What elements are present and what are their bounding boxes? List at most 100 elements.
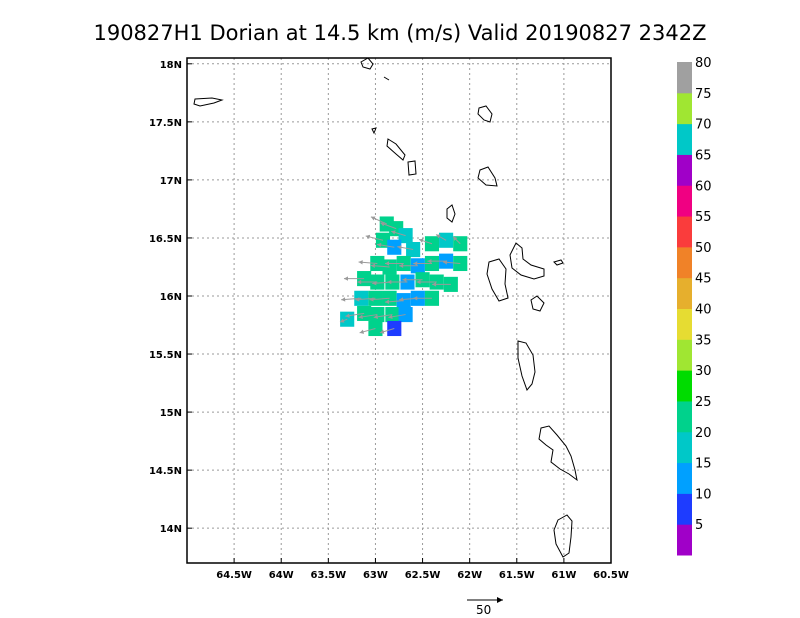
colorbar-segment xyxy=(677,123,692,155)
reference-arrowhead xyxy=(497,597,503,603)
wind-vector-head xyxy=(343,276,348,281)
colorbar-label: 25 xyxy=(695,395,712,410)
wind-vector-head xyxy=(399,263,404,269)
colorbar-label: 60 xyxy=(695,179,712,194)
wind-vector-head xyxy=(413,296,418,301)
coastline-island xyxy=(383,76,390,81)
wind-vector-head xyxy=(359,329,365,334)
coastline-island xyxy=(477,166,498,187)
wind-vector-head xyxy=(442,260,448,265)
wind-vector-head xyxy=(358,314,363,320)
colorbar-segment xyxy=(677,493,692,525)
colorbar-label: 40 xyxy=(695,303,712,318)
y-tick-label: 16N xyxy=(160,292,182,303)
wind-vector-head xyxy=(355,297,360,302)
coastline-island xyxy=(509,242,545,280)
colorbar-label: 80 xyxy=(695,56,712,71)
y-tick-label: 18N xyxy=(160,60,182,71)
wind-vector-head xyxy=(427,258,432,264)
wind-vector-head xyxy=(380,222,385,227)
heatmap-cell xyxy=(398,228,413,244)
wind-vector-head xyxy=(419,238,424,243)
wind-vector-head xyxy=(388,314,393,319)
wind-vector-head xyxy=(341,297,346,302)
colorbar: 5 10 15 20 25 30 35 40 45 50 55 60 65 70 75 80 xyxy=(677,56,712,556)
y-tick-label: 14.5N xyxy=(149,466,182,477)
wind-vector-head xyxy=(391,230,396,235)
wind-vector-head xyxy=(369,297,374,302)
wind-vector-head xyxy=(358,260,363,265)
wind-vector-head xyxy=(384,299,390,304)
coastline-island xyxy=(530,295,545,312)
x-tick-label: 62.5W xyxy=(405,570,441,581)
wind-vector-head xyxy=(387,279,392,285)
y-tick-label: 17.5N xyxy=(149,118,182,129)
x-tick-label: 64.5W xyxy=(216,570,252,581)
colorbar-segment xyxy=(677,62,692,94)
y-tick-label: 15N xyxy=(160,408,182,419)
wind-vector-head xyxy=(453,236,458,241)
colorbar-label: 65 xyxy=(695,148,712,163)
wind-vector-head xyxy=(370,216,376,221)
wind-vector-head xyxy=(416,279,421,285)
coastline-island xyxy=(386,138,406,161)
coastline-island xyxy=(553,259,564,266)
wind-vector-head xyxy=(377,242,382,248)
wind-vector-head xyxy=(357,279,362,285)
wind-vector-head xyxy=(370,263,376,269)
colorbar-label: 35 xyxy=(695,333,712,348)
plot-frame xyxy=(186,57,612,564)
x-tick-label: 63.5W xyxy=(310,570,346,581)
y-tick-label: 14N xyxy=(160,524,182,535)
x-tick-label: 61.5W xyxy=(499,570,535,581)
y-tick-label: 16.5N xyxy=(149,234,182,245)
coastline-island xyxy=(446,204,456,223)
colorbar-segment xyxy=(677,431,692,464)
wind-vector-head xyxy=(384,261,389,266)
colorbar-label: 50 xyxy=(695,241,712,256)
colorbar-label: 15 xyxy=(695,457,712,472)
colorbar-segment xyxy=(677,462,692,494)
y-tick-label: 17N xyxy=(160,176,182,187)
colorbar-segment xyxy=(677,339,692,371)
colorbar-segment xyxy=(677,370,692,402)
wind-vector-head xyxy=(399,297,404,302)
wind-vector-head xyxy=(402,277,407,282)
chart-title: 190827H1 Dorian at 14.5 km (m/s) Valid 2… xyxy=(93,21,706,45)
colorbar-segment xyxy=(677,246,692,279)
x-tick-label: 62W xyxy=(457,570,482,581)
coastline-island xyxy=(538,425,578,482)
colorbar-segment xyxy=(677,185,692,217)
coastline-island xyxy=(477,105,493,123)
reference-vector-label: 50 xyxy=(476,603,491,617)
wind-vector-head xyxy=(413,261,418,266)
wind-vectors xyxy=(339,216,461,334)
reference-vector: 50 xyxy=(467,597,503,617)
wind-vector-head xyxy=(436,234,441,239)
wind-vector-head xyxy=(372,281,377,286)
colorbar-label: 10 xyxy=(695,487,712,502)
x-tick-label: 63W xyxy=(363,570,388,581)
colorbar-segment xyxy=(677,277,692,309)
x-tick-label: 60.5W xyxy=(593,570,629,581)
heatmap-cell xyxy=(398,307,413,323)
colorbar-label: 70 xyxy=(695,118,712,133)
coastline-island xyxy=(371,127,377,135)
wind-vector-head xyxy=(365,234,371,240)
coastline-island xyxy=(553,514,573,558)
colorbar-segment xyxy=(677,400,692,433)
heatmap-cell xyxy=(406,242,421,258)
colorbar-label: 5 xyxy=(695,518,703,533)
colorbar-segment xyxy=(677,524,692,556)
wind-vector-head xyxy=(397,245,402,250)
colorbar-segment xyxy=(677,154,692,186)
x-axis: 64.5W 64W 63.5W 63W 62.5W 62W 61.5W 61W 60.5W xyxy=(216,558,629,581)
wind-vector-head xyxy=(339,318,345,323)
wind-vector-head xyxy=(432,282,437,287)
colorbar-segment xyxy=(677,92,692,125)
x-tick-label: 61W xyxy=(551,570,576,581)
heatmap-cells xyxy=(340,216,468,337)
colorbar-label: 30 xyxy=(695,364,712,379)
coastline-island xyxy=(517,340,536,391)
